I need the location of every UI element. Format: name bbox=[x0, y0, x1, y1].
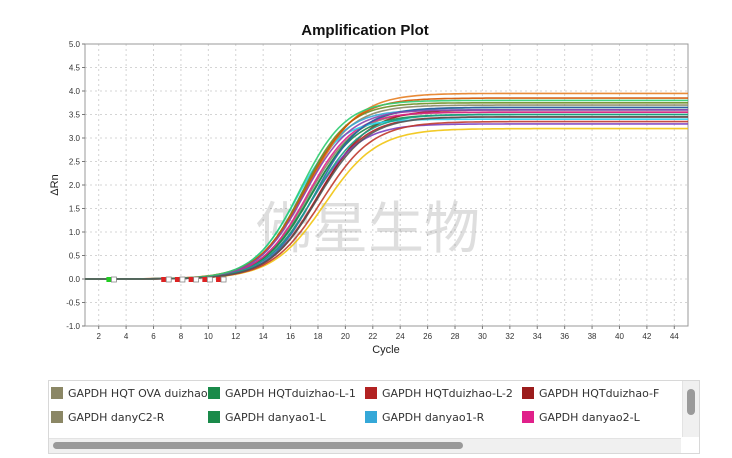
legend-label: GAPDH danyao2-L bbox=[539, 410, 640, 424]
x-tick-label: 14 bbox=[259, 332, 268, 341]
x-tick-label: 44 bbox=[670, 332, 679, 341]
legend-color-swatch bbox=[208, 387, 220, 399]
y-tick-label: 0.5 bbox=[69, 252, 81, 261]
x-tick-label: 6 bbox=[151, 332, 156, 341]
legend-label: GAPDH danyao1-L bbox=[225, 410, 326, 424]
baseline-start-marker[interactable] bbox=[188, 277, 194, 282]
legend-color-swatch bbox=[208, 411, 220, 423]
series-lines bbox=[85, 92, 688, 280]
legend-horizontal-scrollbar[interactable] bbox=[49, 438, 681, 453]
legend-item[interactable]: GAPDH danyao2-L bbox=[522, 409, 679, 425]
legend-label: GAPDH HQTduizhao-L-1 bbox=[225, 386, 356, 400]
amplification-chart: Amplification Plot -1.0 -0.5 0.0 0.5 1.0 1.5 2… bbox=[49, 22, 689, 356]
x-tick-label: 8 bbox=[179, 332, 184, 341]
baseline-end-marker[interactable] bbox=[206, 276, 213, 283]
baseline-start-marker[interactable] bbox=[106, 277, 112, 282]
legend-vertical-scrollbar[interactable] bbox=[682, 381, 699, 437]
x-tick-label: 22 bbox=[368, 332, 377, 341]
legend-item[interactable]: GAPDH danyao1-L bbox=[208, 409, 365, 425]
x-tick-label: 34 bbox=[533, 332, 542, 341]
x-tick-label: 36 bbox=[560, 332, 569, 341]
x-tick-label: 4 bbox=[124, 332, 129, 341]
x-axis-ticks: 2 4 6 8 10 12 14 16 18 20 22 24 26 28 30 32 34 36 38 40 42 44 bbox=[96, 326, 679, 341]
x-tick-label: 28 bbox=[451, 332, 460, 341]
legend-item[interactable]: GAPDH HQTduizhao-F bbox=[522, 385, 679, 401]
x-tick-label: 42 bbox=[642, 332, 651, 341]
legend-item[interactable]: GAPDH danyao1-R bbox=[365, 409, 522, 425]
y-tick-label: 2.5 bbox=[69, 158, 81, 167]
y-axis-ticks: -1.0 -0.5 0.0 0.5 1.0 1.5 2.0 2.5 3.0 3.5 4.0 4.5 5.… bbox=[66, 40, 85, 331]
x-tick-label: 32 bbox=[505, 332, 514, 341]
chart-title: Amplification Plot bbox=[301, 22, 429, 39]
x-tick-label: 18 bbox=[314, 332, 323, 341]
y-tick-label: 4.0 bbox=[69, 87, 81, 96]
amplification-curve bbox=[85, 116, 688, 280]
legend-label: GAPDH danyao1-R bbox=[382, 410, 485, 424]
y-tick-label: -0.5 bbox=[66, 299, 80, 308]
x-tick-label: 12 bbox=[231, 332, 240, 341]
x-tick-label: 24 bbox=[396, 332, 405, 341]
y-tick-label: -1.0 bbox=[66, 322, 80, 331]
y-tick-label: 1.0 bbox=[69, 228, 81, 237]
y-tick-label: 0.0 bbox=[69, 275, 81, 284]
legend-color-swatch bbox=[522, 387, 534, 399]
vertical-scroll-thumb[interactable] bbox=[687, 389, 695, 415]
baseline-markers bbox=[106, 276, 227, 283]
baseline-end-marker[interactable] bbox=[165, 276, 172, 283]
y-tick-label: 3.5 bbox=[69, 111, 81, 120]
x-axis-label: Cycle bbox=[372, 344, 400, 356]
y-axis-label: ΔRn bbox=[49, 174, 61, 195]
x-tick-label: 40 bbox=[615, 332, 624, 341]
legend-color-swatch bbox=[365, 387, 377, 399]
legend-color-swatch bbox=[51, 387, 63, 399]
legend-list: GAPDH HQT OVA duizhao-F GAPDH HQTduizhao-… bbox=[51, 385, 679, 425]
horizontal-scroll-thumb[interactable] bbox=[53, 442, 463, 449]
legend-color-swatch bbox=[522, 411, 534, 423]
grid-lines bbox=[85, 43, 688, 327]
legend-label: GAPDH HQT OVA duizhao-F bbox=[68, 386, 208, 400]
legend-panel: GAPDH HQT OVA duizhao-F GAPDH HQTduizhao-… bbox=[48, 380, 700, 454]
x-tick-label: 26 bbox=[423, 332, 432, 341]
x-tick-label: 2 bbox=[96, 332, 101, 341]
x-tick-label: 10 bbox=[204, 332, 213, 341]
y-tick-label: 3.0 bbox=[69, 134, 81, 143]
legend-item[interactable]: GAPDH HQTduizhao-L-2 bbox=[365, 385, 522, 401]
legend-item[interactable]: GAPDH HQTduizhao-L-1 bbox=[208, 385, 365, 401]
x-tick-label: 20 bbox=[341, 332, 350, 341]
legend-item[interactable]: GAPDH HQT OVA duizhao-F bbox=[51, 385, 208, 401]
baseline-end-marker[interactable] bbox=[111, 276, 117, 283]
y-tick-label: 4.5 bbox=[69, 64, 81, 73]
baseline-start-marker[interactable] bbox=[174, 277, 180, 282]
y-tick-label: 1.5 bbox=[69, 205, 81, 214]
x-tick-label: 16 bbox=[286, 332, 295, 341]
baseline-end-marker[interactable] bbox=[220, 276, 227, 283]
x-tick-label: 38 bbox=[588, 332, 597, 341]
legend-color-swatch bbox=[365, 411, 377, 423]
baseline-start-marker[interactable] bbox=[202, 277, 208, 282]
baseline-end-marker[interactable] bbox=[193, 276, 200, 283]
y-tick-label: 2.0 bbox=[69, 181, 81, 190]
legend-item[interactable]: GAPDH danyC2-R bbox=[51, 409, 208, 425]
x-tick-label: 30 bbox=[478, 332, 487, 341]
legend-label: GAPDH danyC2-R bbox=[68, 410, 165, 424]
baseline-start-marker[interactable] bbox=[161, 277, 167, 282]
y-tick-label: 5.0 bbox=[69, 40, 81, 49]
legend-color-swatch bbox=[51, 411, 63, 423]
legend-label: GAPDH HQTduizhao-F bbox=[539, 386, 660, 400]
baseline-end-marker[interactable] bbox=[179, 276, 186, 283]
baseline-start-marker[interactable] bbox=[216, 277, 222, 282]
legend-label: GAPDH HQTduizhao-L-2 bbox=[382, 386, 513, 400]
